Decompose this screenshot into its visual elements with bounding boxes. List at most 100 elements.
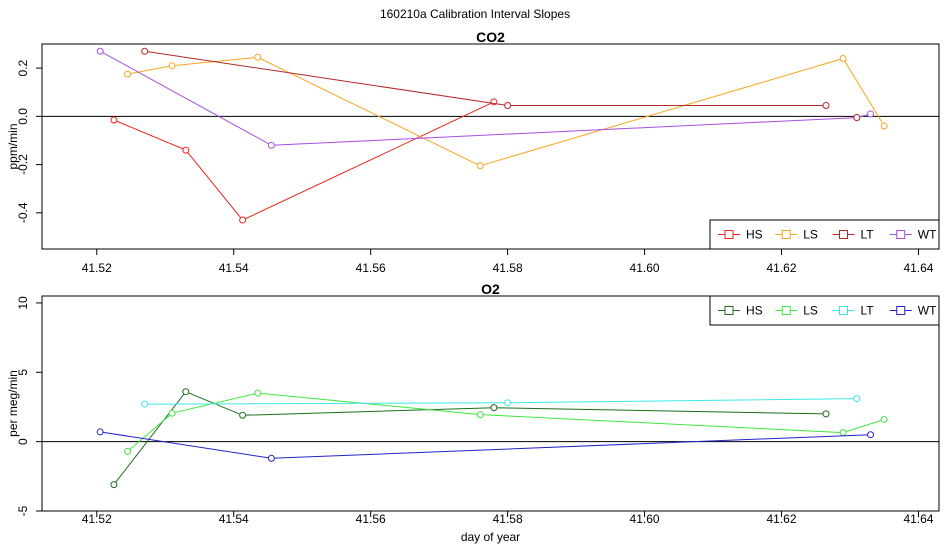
y-tick-label: 0.2: [16, 59, 30, 76]
x-tick-label: 41.62: [766, 512, 796, 526]
data-point: [867, 110, 875, 118]
data-point: [182, 388, 190, 396]
legend-label: LS: [803, 228, 818, 242]
y-tick-label: -5: [16, 505, 30, 516]
y-axis-label: ppm/min: [6, 123, 20, 169]
data-point: [168, 62, 176, 70]
data-point: [504, 102, 512, 109]
legend-label: LT: [861, 304, 875, 318]
data-point: [822, 102, 830, 109]
series-lt: [141, 47, 830, 109]
series-lt: [141, 395, 861, 408]
data-point: [476, 411, 484, 419]
series-line: [127, 56, 885, 167]
y-tick-label: -0.4: [16, 202, 30, 223]
y-tick-label: 0.0: [16, 108, 30, 125]
legend-marker: [781, 306, 791, 315]
data-point: [504, 399, 512, 407]
data-point: [254, 53, 262, 61]
legend: HS LS LT WT: [709, 219, 940, 250]
legend-label: WT: [918, 304, 937, 318]
series-line: [113, 101, 495, 221]
x-tick-label: 41.58: [493, 512, 523, 526]
legend-marker: [724, 306, 734, 315]
series-line: [144, 50, 826, 106]
legend-marker: [781, 230, 791, 239]
legend-label: LS: [803, 304, 818, 318]
x-tick-label: 41.54: [219, 512, 249, 526]
data-point: [239, 216, 247, 224]
legend-marker: [839, 230, 848, 239]
x-tick-label: 41.56: [356, 512, 386, 526]
legend-label: HS: [746, 304, 763, 318]
data-point: [110, 481, 118, 489]
plot-frame: [41, 295, 940, 512]
data-point: [182, 146, 190, 154]
x-tick-label: 41.64: [903, 512, 933, 526]
series-line: [113, 391, 827, 485]
x-tick-label: 41.52: [82, 512, 112, 526]
panels: CO2 41.52 41.54 41.56 41.58 41.60 41.62 41.64 -0…: [6, 29, 940, 544]
panel-title: CO2: [476, 29, 505, 45]
data-point: [110, 116, 118, 124]
data-point: [96, 47, 104, 55]
legend-label: LT: [861, 228, 875, 242]
data-point: [239, 411, 247, 419]
legend-label: HS: [746, 228, 763, 242]
x-tick-label: 41.56: [356, 261, 386, 275]
x-axis-label: day of year: [461, 530, 520, 544]
series-ls: [124, 389, 888, 455]
x-tick-label: 41.54: [219, 261, 249, 275]
data-point: [124, 70, 132, 78]
x-tick-label: 41.64: [903, 261, 933, 275]
y-tick-label: 0: [16, 438, 30, 445]
series-wt: [96, 428, 875, 462]
y-tick-label: 5: [16, 369, 30, 376]
legend-marker: [839, 306, 848, 315]
series-wt: [96, 47, 875, 149]
x-tick-label: 41.52: [82, 261, 112, 275]
data-point: [168, 409, 176, 417]
legend-label: WT: [918, 228, 937, 242]
legend: HS LS LT WT: [709, 295, 940, 326]
data-point: [867, 431, 875, 439]
data-point: [490, 404, 498, 412]
chart-panel-co2: CO2 41.52 41.54 41.56 41.58 41.60 41.62 41.64 -0…: [6, 29, 940, 275]
data-point: [141, 47, 149, 55]
x-tick-label: 41.60: [630, 512, 660, 526]
figure-title: 160210a Calibration Interval Slopes: [380, 7, 570, 21]
data-point: [853, 395, 861, 403]
data-point: [96, 428, 104, 436]
plot-frame: [41, 43, 940, 250]
series-ls: [124, 53, 888, 170]
data-point: [141, 400, 149, 408]
data-point: [254, 389, 262, 397]
data-point: [476, 162, 484, 170]
data-point: [880, 122, 888, 130]
series-line: [100, 431, 871, 459]
series-hs: [110, 98, 498, 224]
data-point: [880, 415, 888, 423]
legend-marker: [724, 230, 734, 239]
data-point: [267, 141, 275, 149]
data-point: [853, 114, 861, 122]
data-point: [822, 410, 830, 418]
legend-marker: [896, 306, 906, 315]
data-point: [839, 54, 847, 62]
series-line: [127, 392, 885, 452]
chart-panel-o2: O2 41.52 41.54 41.56 41.58 41.60 41.62 41.64 -5 0…: [6, 281, 940, 544]
legend-marker: [896, 230, 906, 239]
series-line: [99, 50, 871, 146]
x-tick-label: 41.62: [766, 261, 796, 275]
x-tick-label: 41.60: [630, 261, 660, 275]
y-axis-label: per meg/min: [6, 370, 20, 437]
x-tick-label: 41.58: [493, 261, 523, 275]
data-point: [839, 429, 847, 437]
data-point: [267, 454, 275, 462]
y-tick-label: -0.2: [16, 154, 30, 175]
panel-title: O2: [481, 281, 500, 297]
data-point: [124, 447, 132, 455]
y-tick-label: 10: [16, 296, 30, 310]
series-line: [144, 398, 857, 405]
